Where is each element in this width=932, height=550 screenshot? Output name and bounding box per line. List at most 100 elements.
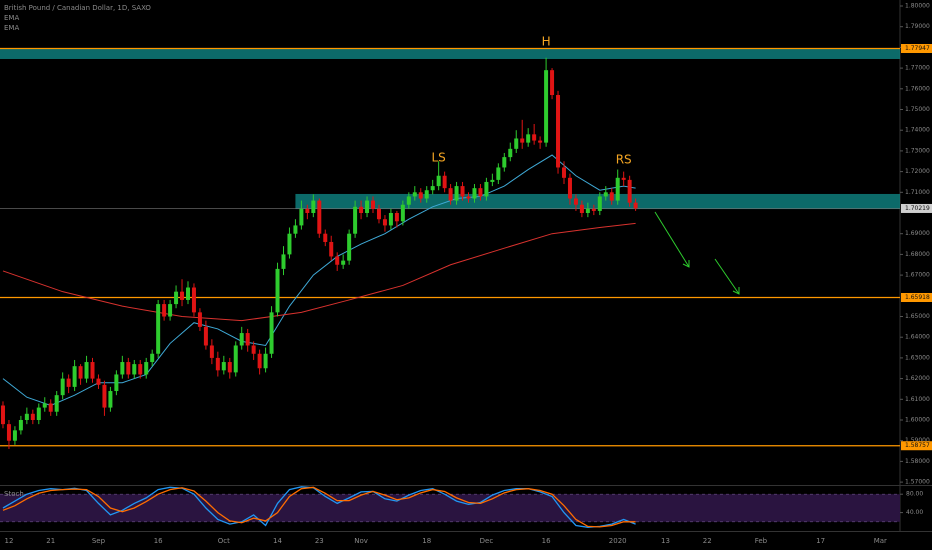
candle-body	[532, 134, 537, 141]
zone	[295, 193, 900, 210]
candle-body	[382, 219, 387, 226]
candle-body	[54, 395, 59, 412]
y-tick-label: 1.77000	[905, 65, 930, 72]
arrow	[654, 211, 690, 268]
candle-body	[6, 424, 11, 441]
candle-body	[185, 287, 190, 300]
candle-body	[514, 138, 519, 149]
ema-line	[2, 222, 636, 322]
level-label-box	[901, 292, 932, 302]
x-tick-label: 12	[4, 537, 13, 545]
candle-body	[406, 196, 411, 205]
candle-body	[603, 192, 608, 197]
candle-body	[36, 407, 41, 421]
main-pane: 1.800001.790001.780001.770001.760001.750…	[0, 3, 932, 545]
candle-body	[365, 200, 370, 214]
candle-body	[478, 188, 483, 197]
candle-body	[203, 326, 208, 346]
pattern-label: H	[542, 35, 551, 49]
x-tick-label: 18	[422, 537, 431, 545]
x-tick-label: 17	[816, 537, 825, 545]
candle-body	[168, 304, 173, 317]
x-tick-label: Sep	[92, 537, 106, 545]
candle-body	[18, 420, 23, 431]
y-tick-label: 1.71000	[905, 189, 930, 196]
x-tick-label: Oct	[218, 537, 230, 545]
candle-body	[138, 364, 143, 375]
candle-body	[627, 179, 632, 203]
x-tick-label: Feb	[755, 537, 768, 545]
candle-body	[376, 208, 381, 220]
candle-body	[448, 188, 453, 201]
x-tick-label: 23	[315, 537, 324, 545]
x-tick-label: 22	[703, 537, 712, 545]
legend-entry: EMA	[4, 14, 19, 22]
y-tick-label: 1.57000	[905, 479, 930, 486]
candle-body	[442, 175, 447, 189]
candle-body	[150, 353, 155, 363]
candle-body	[102, 384, 107, 408]
candle-body	[544, 70, 549, 143]
candle-body	[412, 192, 417, 197]
candle-body	[227, 362, 232, 373]
last-price-box	[901, 203, 932, 213]
candle-body	[538, 140, 543, 143]
candle-body	[609, 192, 614, 201]
candle-body	[84, 362, 89, 379]
candle-body	[484, 181, 489, 197]
candle-body	[430, 186, 435, 191]
candle-body	[60, 378, 65, 396]
y-tick-label: 1.79000	[905, 23, 930, 30]
candle-body	[126, 362, 131, 375]
candle-body	[180, 291, 185, 300]
legend-entry: EMA	[4, 24, 19, 32]
level-label: 1.58757	[905, 442, 930, 449]
candle-body	[550, 70, 555, 96]
candle-body	[0, 405, 5, 425]
candle-body	[156, 304, 161, 354]
x-tick-label: 2020	[609, 537, 627, 545]
y-tick-label: 1.62000	[905, 375, 930, 382]
candle-body	[460, 186, 465, 197]
candle-body	[371, 200, 376, 209]
candle-body	[359, 206, 364, 214]
candle-body	[48, 403, 53, 412]
stoch-pane: 80.00 40.00	[0, 486, 923, 528]
candle-body	[490, 179, 495, 182]
y-tick-label: 1.64000	[905, 334, 930, 341]
y-tick-label: 1.63000	[905, 354, 930, 361]
level-label-box	[901, 44, 932, 53]
x-tick-label: 16	[542, 537, 551, 545]
y-tick-label: 1.74000	[905, 127, 930, 134]
candle-body	[597, 196, 602, 211]
candle-body	[299, 208, 304, 226]
candle-body	[466, 196, 471, 199]
candle-body	[454, 186, 459, 201]
candle-body	[30, 413, 35, 421]
y-tick-label: 1.76000	[905, 85, 930, 92]
level-label: 1.65918	[905, 294, 930, 301]
candle-body	[615, 177, 620, 201]
y-tick-label: 40.00	[906, 509, 923, 516]
zone	[0, 48, 900, 59]
candle-body	[472, 188, 477, 199]
candle-body	[317, 200, 322, 234]
candle-body	[353, 206, 358, 234]
y-tick-label: 1.73000	[905, 147, 930, 154]
candle-body	[585, 208, 590, 214]
candle-body	[197, 312, 202, 327]
candle-body	[114, 374, 119, 392]
pane-title: Stoch	[4, 490, 24, 498]
candle-body	[191, 287, 196, 313]
y-tick-label: 80.00	[906, 491, 923, 498]
candle-body	[215, 357, 220, 371]
candle-body	[436, 175, 441, 187]
last-price-label: 1.70219	[905, 205, 930, 212]
candle-body	[24, 413, 29, 421]
candle-body	[293, 225, 298, 234]
candle-body	[257, 353, 262, 369]
x-tick-label: 21	[46, 537, 55, 545]
candle-body	[347, 233, 352, 261]
y-tick-label: 1.65000	[905, 313, 930, 320]
